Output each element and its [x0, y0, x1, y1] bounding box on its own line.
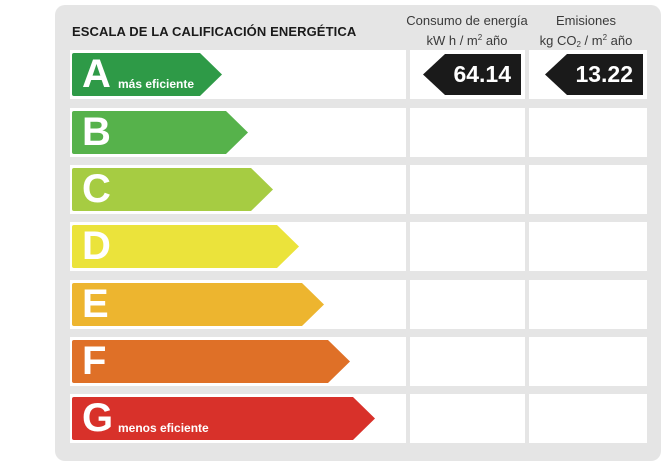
- emisiones-cell: [529, 394, 647, 443]
- consumo-cell: [410, 280, 525, 329]
- consumo-value-badge: 64.14: [423, 54, 521, 95]
- grade-bar-cell: C: [70, 165, 406, 214]
- grade-row-g: G menos eficiente: [70, 394, 647, 443]
- grade-letter: A: [82, 52, 111, 96]
- consumo-header-label: Consumo de energía: [406, 13, 528, 28]
- emisiones-cell: [529, 337, 647, 386]
- grade-bar-cell: G menos eficiente: [70, 394, 406, 443]
- grade-letter: C: [82, 167, 111, 211]
- grade-bar-cell: D: [70, 222, 406, 271]
- scale-title: ESCALA DE LA CALIFICACIÓN ENERGÉTICA: [72, 24, 357, 39]
- grade-bar-cell: A más eficiente: [70, 50, 406, 99]
- consumo-header-unit: kW h / m2 año: [426, 33, 508, 48]
- emisiones-header-unit: kg CO2 / m2 año: [539, 33, 633, 49]
- emisiones-cell: [529, 165, 647, 214]
- consumo-cell: [410, 337, 525, 386]
- emisiones-column-header: Emisiones kg CO2 / m2 año: [527, 12, 645, 53]
- grade-arrow-b: B: [72, 111, 248, 154]
- grade-bar-cell: B: [70, 108, 406, 157]
- grade-arrow-c: C: [72, 168, 273, 211]
- grade-arrow-f: F: [72, 340, 350, 383]
- grade-row-a: A más eficiente 64.14 13.22: [70, 50, 647, 99]
- grade-letter: F: [82, 339, 107, 383]
- emisiones-cell: [529, 222, 647, 271]
- emisiones-cell: [529, 280, 647, 329]
- grade-arrow-a: A más eficiente: [72, 53, 222, 96]
- emisiones-header-label: Emisiones: [556, 13, 616, 28]
- emisiones-cell: [529, 108, 647, 157]
- grade-row-e: E: [70, 280, 647, 329]
- consumo-cell: [410, 222, 525, 271]
- grade-letter: E: [82, 282, 109, 326]
- consumo-cell: [410, 394, 525, 443]
- grade-letter: G: [82, 396, 114, 440]
- grade-letter: D: [82, 224, 111, 268]
- grade-row-d: D: [70, 222, 647, 271]
- grade-sublabel: más eficiente: [118, 77, 195, 91]
- grade-arrow-e: E: [72, 283, 324, 326]
- consumo-cell: [410, 108, 525, 157]
- consumo-column-header: Consumo de energía kW h / m2 año: [405, 12, 529, 49]
- grade-letter: B: [82, 110, 111, 154]
- grade-row-b: B: [70, 108, 647, 157]
- grade-arrow-g: G menos eficiente: [72, 397, 375, 440]
- grade-arrow-d: D: [72, 225, 299, 268]
- grade-row-c: C: [70, 165, 647, 214]
- grade-bar-cell: E: [70, 280, 406, 329]
- grade-bar-cell: F: [70, 337, 406, 386]
- grade-sublabel: menos eficiente: [118, 421, 209, 435]
- consumo-cell: [410, 165, 525, 214]
- emisiones-value-badge: 13.22: [545, 54, 643, 95]
- grade-row-f: F: [70, 337, 647, 386]
